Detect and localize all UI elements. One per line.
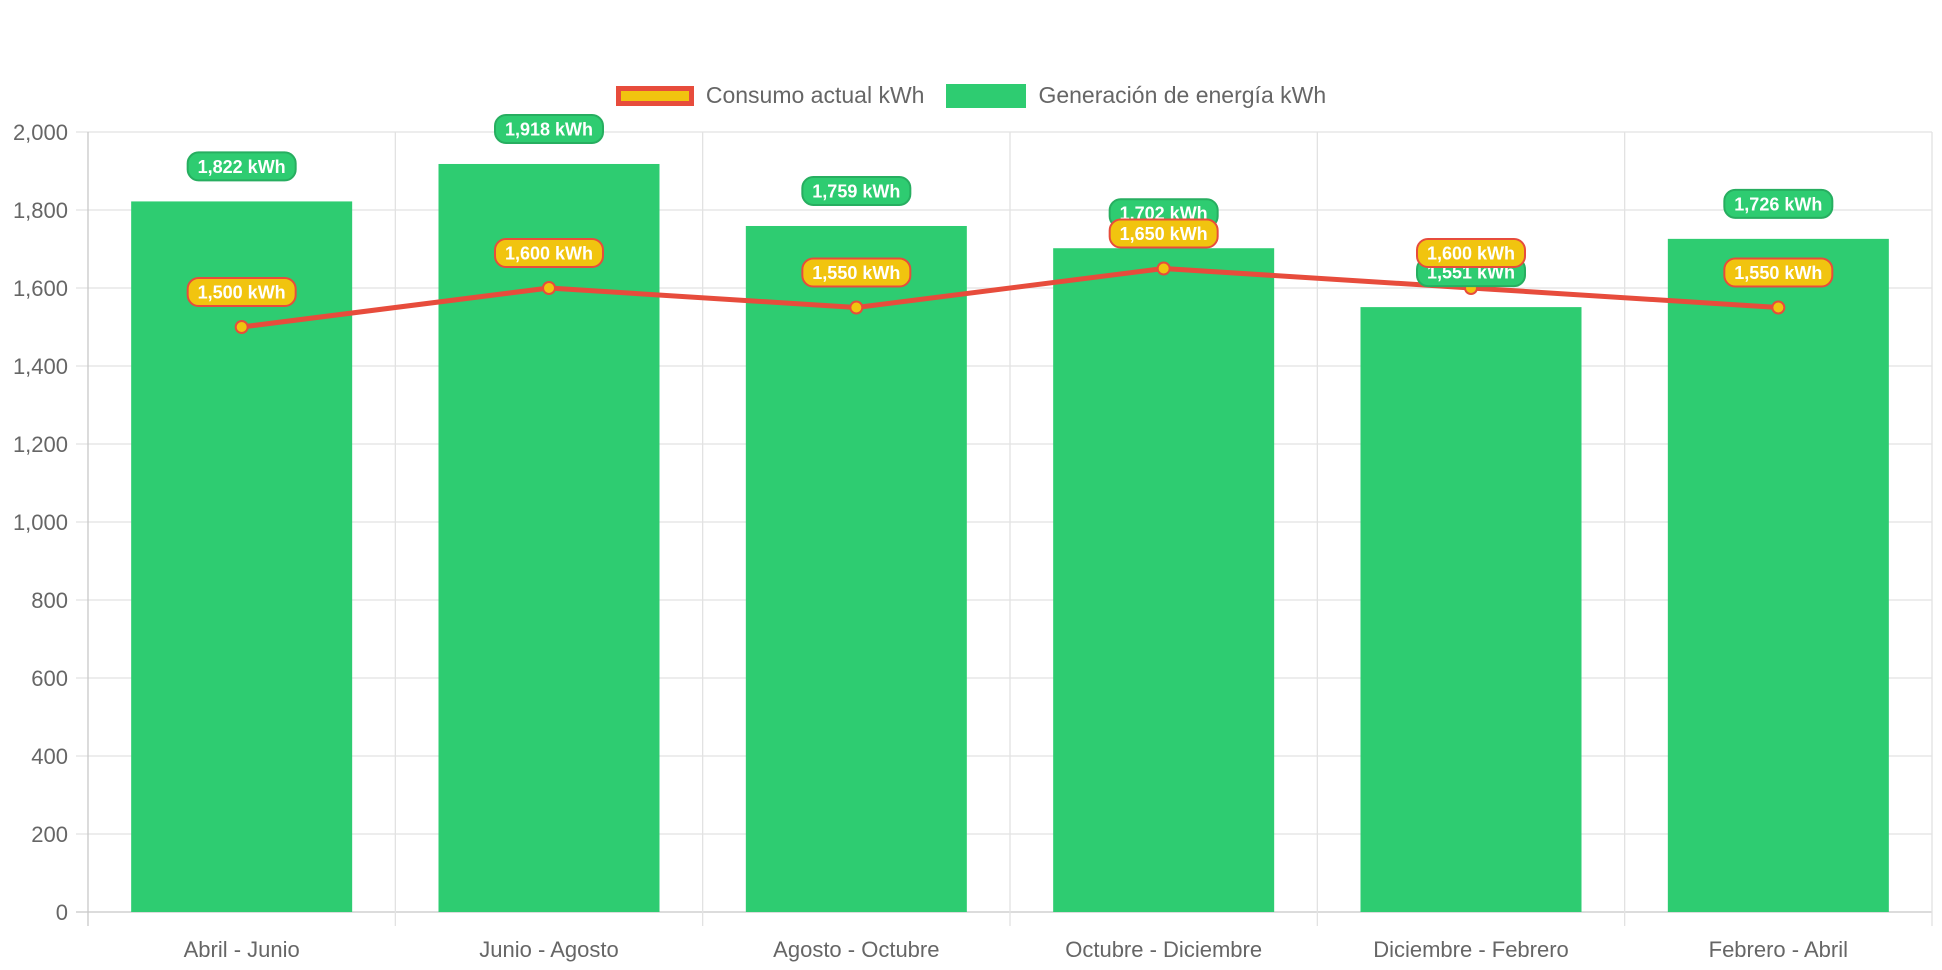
x-tick-label: Diciembre - Febrero [1373, 937, 1569, 962]
data-label-generacion-text: 1,726 kWh [1734, 194, 1822, 214]
line-consumo [239, 266, 1781, 330]
x-tick-label: Junio - Agosto [479, 937, 618, 962]
data-label-consumo: 1,600 kWh [1416, 238, 1526, 268]
x-tick-label: Octubre - Diciembre [1065, 937, 1262, 962]
data-label-generacion: 1,759 kWh [801, 175, 912, 206]
data-label-consumo-text: 1,550 kWh [812, 263, 900, 283]
data-label-consumo-text: 1,600 kWh [1427, 244, 1515, 264]
x-tick-label: Agosto - Octubre [773, 937, 939, 962]
legend-item-generacion[interactable]: Generación de energía kWh [946, 82, 1326, 109]
y-tick-label: 200 [31, 822, 68, 847]
y-tick-label: 1,600 [13, 276, 68, 301]
data-label-consumo: 1,600 kWh [494, 238, 604, 268]
data-label-generacion: 1,918 kWh [494, 113, 604, 144]
y-tick-label: 1,800 [13, 198, 68, 223]
legend: Consumo actual kWh Generación de energía… [0, 82, 1942, 109]
y-tick-label: 600 [31, 666, 68, 691]
data-label-consumo-bg [1416, 238, 1526, 268]
point-consumo [542, 281, 556, 295]
legend-label-consumo: Consumo actual kWh [705, 82, 925, 108]
bar-generacion [745, 225, 967, 913]
data-label-consumo: 1,550 kWh [801, 257, 912, 288]
y-tick-label: 400 [31, 744, 68, 769]
y-tick-label: 0 [56, 900, 68, 925]
data-label-consumo-bg [186, 277, 297, 307]
data-label-consumo-text: 1,550 kWh [1734, 263, 1822, 283]
bar-generacion [1667, 238, 1889, 913]
data-label-consumo-bg [801, 257, 912, 288]
data-label-generacion-bg [801, 175, 912, 206]
legend-swatch-generacion [946, 83, 1027, 108]
data-label-generacion: 1,726 kWh [1723, 188, 1834, 219]
data-label-generacion-bg [494, 113, 604, 144]
y-tick-label: 2,000 [13, 120, 68, 145]
x-tick-label: Febrero - Abril [1709, 937, 1848, 962]
bar-generacion [438, 163, 660, 913]
data-label-generacion-text: 1,918 kWh [505, 119, 593, 139]
data-label-consumo-bg [1723, 257, 1834, 288]
data-label-consumo: 1,500 kWh [186, 277, 297, 307]
y-tick-label: 800 [31, 588, 68, 613]
data-label-consumo: 1,650 kWh [1108, 218, 1219, 249]
data-label-consumo-text: 1,500 kWh [198, 283, 286, 303]
y-tick-label: 1,400 [13, 354, 68, 379]
point-consumo [1771, 300, 1786, 315]
bar-generacion [1360, 307, 1582, 912]
y-tick-label: 1,000 [13, 510, 68, 535]
data-label-generacion-bg [186, 151, 297, 182]
legend-item-consumo[interactable]: Consumo actual kWh [615, 82, 925, 109]
data-label-consumo: 1,550 kWh [1723, 257, 1834, 288]
y-tick-label: 1,200 [13, 432, 68, 457]
bar-generacion [131, 201, 353, 913]
data-label-generacion-text: 1,759 kWh [812, 181, 900, 201]
data-label-generacion-bg [1723, 188, 1834, 219]
bar-generacion [1053, 248, 1275, 913]
data-label-generacion-text: 1,822 kWh [198, 157, 286, 177]
legend-label-generacion: Generación de energía kWh [1038, 82, 1327, 108]
point-consumo [1156, 261, 1171, 276]
data-label-consumo-text: 1,600 kWh [505, 244, 593, 264]
data-label-consumo-text: 1,650 kWh [1120, 224, 1208, 244]
legend-swatch-consumo [615, 85, 694, 106]
data-label-generacion: 1,822 kWh [186, 151, 297, 182]
data-label-consumo-bg [1108, 218, 1219, 249]
x-tick-label: Abril - Junio [184, 937, 300, 962]
data-label-consumo-bg [494, 238, 604, 268]
point-consumo [234, 320, 249, 334]
point-consumo [849, 300, 864, 315]
